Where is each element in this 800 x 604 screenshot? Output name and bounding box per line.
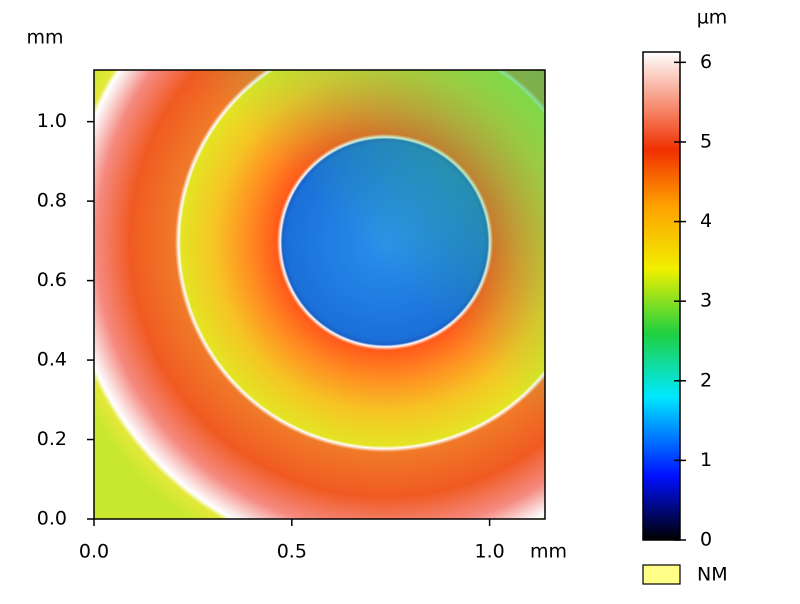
y-tick-label: 0.2 [37,428,67,450]
x-tick-label: 1.0 [475,541,505,563]
y-tick-label: 0.8 [37,190,67,212]
legend-swatch [642,564,681,585]
x-tick-label: 0.5 [277,541,307,563]
x-axis-label: mm [530,541,567,563]
colorbar-label: µm [697,7,728,29]
x-tick-label: 0.0 [79,541,109,563]
y-tick-label: 0.0 [37,508,67,530]
y-tick-label: 0.4 [37,349,67,371]
colorbar [642,51,681,541]
colorbar-tick-label: 5 [700,130,712,152]
surface-image [94,70,545,519]
y-axis-label: mm [26,27,63,49]
colorbar-tick-label: 4 [700,210,712,232]
colorbar-tick-label: 2 [700,369,712,391]
legend-label: NM [697,564,728,586]
colorbar-tick-label: 1 [700,449,712,471]
colorbar-tick-label: 0 [700,529,712,551]
colorbar-tick-label: 6 [700,51,712,73]
colorbar-tick-label: 3 [700,290,712,312]
y-tick-label: 1.0 [37,110,67,132]
y-tick-label: 0.6 [37,269,67,291]
plot-frame [93,69,546,520]
